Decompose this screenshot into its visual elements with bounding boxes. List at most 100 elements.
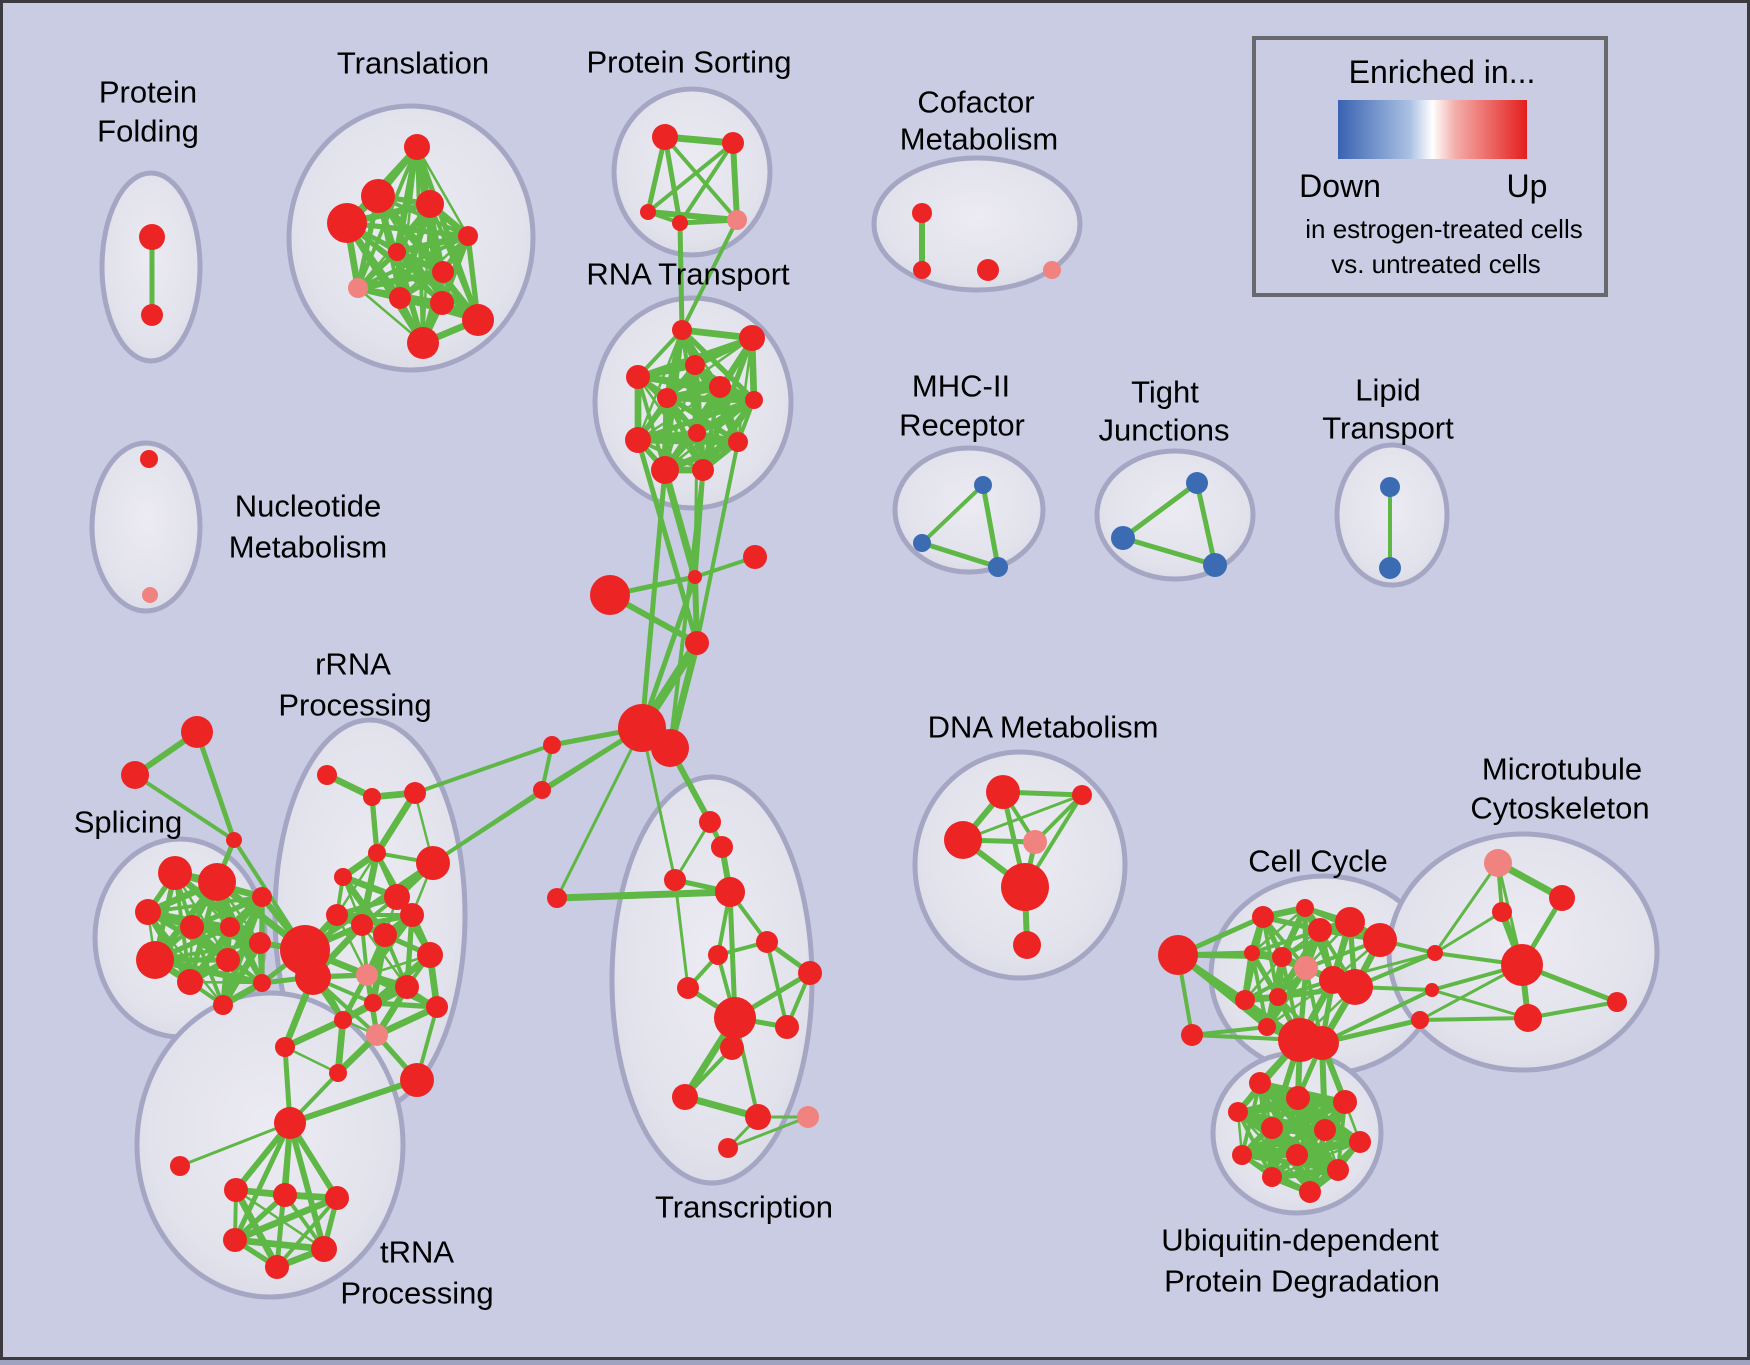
gene-set-node[interactable]: [384, 884, 410, 910]
gene-set-node[interactable]: [1286, 1144, 1308, 1166]
gene-set-node[interactable]: [226, 832, 242, 848]
gene-set-node[interactable]: [1232, 1145, 1252, 1165]
gene-set-node[interactable]: [1294, 956, 1318, 980]
gene-set-node[interactable]: [672, 320, 692, 340]
gene-set-node[interactable]: [141, 304, 163, 326]
gene-set-node[interactable]: [158, 856, 192, 890]
gene-set-node[interactable]: [745, 1104, 771, 1130]
gene-set-node[interactable]: [988, 557, 1008, 577]
gene-set-node[interactable]: [216, 948, 240, 972]
gene-set-node[interactable]: [708, 945, 728, 965]
gene-set-node[interactable]: [1286, 1086, 1310, 1110]
gene-set-node[interactable]: [1349, 1131, 1371, 1153]
gene-set-node[interactable]: [327, 203, 367, 243]
gene-set-node[interactable]: [756, 931, 778, 953]
gene-set-node[interactable]: [664, 869, 686, 891]
gene-set-node[interactable]: [1363, 923, 1397, 957]
gene-set-node[interactable]: [361, 179, 395, 213]
gene-set-node[interactable]: [220, 917, 240, 937]
gene-set-node[interactable]: [430, 291, 454, 315]
gene-set-node[interactable]: [1043, 261, 1061, 279]
gene-set-node[interactable]: [543, 736, 561, 754]
gene-set-node[interactable]: [775, 1015, 799, 1039]
gene-set-node[interactable]: [677, 977, 699, 999]
gene-set-node[interactable]: [1484, 849, 1512, 877]
gene-set-node[interactable]: [198, 863, 236, 901]
gene-set-node[interactable]: [728, 432, 748, 452]
gene-set-node[interactable]: [1244, 945, 1260, 961]
gene-set-node[interactable]: [404, 134, 430, 160]
gene-set-node[interactable]: [249, 932, 271, 954]
gene-set-node[interactable]: [1425, 983, 1439, 997]
gene-set-node[interactable]: [685, 631, 709, 655]
gene-set-node[interactable]: [1305, 1026, 1339, 1060]
gene-set-node[interactable]: [404, 782, 426, 804]
gene-set-node[interactable]: [348, 278, 368, 298]
gene-set-node[interactable]: [912, 203, 932, 223]
gene-set-node[interactable]: [181, 716, 213, 748]
gene-set-node[interactable]: [1308, 918, 1332, 942]
gene-set-node[interactable]: [275, 1037, 295, 1057]
gene-set-node[interactable]: [688, 424, 706, 442]
gene-set-node[interactable]: [1228, 1102, 1248, 1122]
gene-set-node[interactable]: [426, 996, 448, 1018]
gene-set-node[interactable]: [1072, 785, 1092, 805]
gene-set-node[interactable]: [1262, 1167, 1282, 1187]
gene-set-node[interactable]: [366, 1024, 388, 1046]
gene-set-node[interactable]: [1261, 1117, 1283, 1139]
gene-set-node[interactable]: [135, 899, 161, 925]
gene-set-node[interactable]: [1327, 1159, 1349, 1181]
gene-set-node[interactable]: [1258, 1018, 1276, 1036]
gene-set-node[interactable]: [1427, 945, 1443, 961]
gene-set-node[interactable]: [356, 964, 378, 986]
gene-set-node[interactable]: [180, 915, 204, 939]
gene-set-node[interactable]: [672, 1084, 698, 1110]
gene-set-node[interactable]: [1158, 935, 1198, 975]
gene-set-node[interactable]: [170, 1156, 190, 1176]
gene-set-node[interactable]: [432, 261, 454, 283]
gene-set-node[interactable]: [651, 729, 689, 767]
gene-set-node[interactable]: [688, 570, 702, 584]
gene-set-node[interactable]: [136, 941, 174, 979]
gene-set-node[interactable]: [329, 1064, 347, 1082]
gene-set-node[interactable]: [462, 304, 494, 336]
gene-set-node[interactable]: [407, 327, 439, 359]
gene-set-node[interactable]: [977, 259, 999, 281]
gene-set-node[interactable]: [745, 391, 763, 409]
gene-set-node[interactable]: [1181, 1024, 1203, 1046]
gene-set-node[interactable]: [373, 923, 397, 947]
gene-set-node[interactable]: [944, 821, 982, 859]
gene-set-node[interactable]: [533, 781, 551, 799]
gene-set-node[interactable]: [417, 942, 443, 968]
gene-set-node[interactable]: [590, 575, 630, 615]
gene-set-node[interactable]: [722, 132, 744, 154]
gene-set-node[interactable]: [913, 261, 931, 279]
gene-set-node[interactable]: [652, 124, 678, 150]
gene-set-node[interactable]: [743, 545, 767, 569]
gene-set-node[interactable]: [400, 1063, 434, 1097]
gene-set-node[interactable]: [640, 204, 656, 220]
gene-set-node[interactable]: [1299, 1181, 1321, 1203]
gene-set-node[interactable]: [177, 969, 203, 995]
gene-set-node[interactable]: [416, 190, 444, 218]
gene-set-node[interactable]: [311, 1236, 337, 1262]
gene-set-node[interactable]: [714, 997, 756, 1039]
gene-set-node[interactable]: [1411, 1011, 1429, 1029]
gene-set-node[interactable]: [625, 427, 651, 453]
gene-set-node[interactable]: [140, 450, 158, 468]
gene-set-node[interactable]: [547, 888, 567, 908]
gene-set-node[interactable]: [1269, 988, 1287, 1006]
gene-set-node[interactable]: [334, 868, 352, 886]
gene-set-node[interactable]: [986, 775, 1020, 809]
gene-set-node[interactable]: [1492, 902, 1512, 922]
gene-set-node[interactable]: [727, 210, 747, 230]
gene-set-node[interactable]: [224, 1178, 248, 1202]
gene-set-node[interactable]: [1272, 947, 1292, 967]
gene-set-node[interactable]: [1111, 526, 1135, 550]
gene-set-node[interactable]: [651, 456, 679, 484]
gene-set-node[interactable]: [400, 903, 424, 927]
gene-set-node[interactable]: [739, 325, 765, 351]
gene-set-node[interactable]: [317, 765, 337, 785]
gene-set-node[interactable]: [121, 761, 149, 789]
gene-set-node[interactable]: [1379, 557, 1401, 579]
